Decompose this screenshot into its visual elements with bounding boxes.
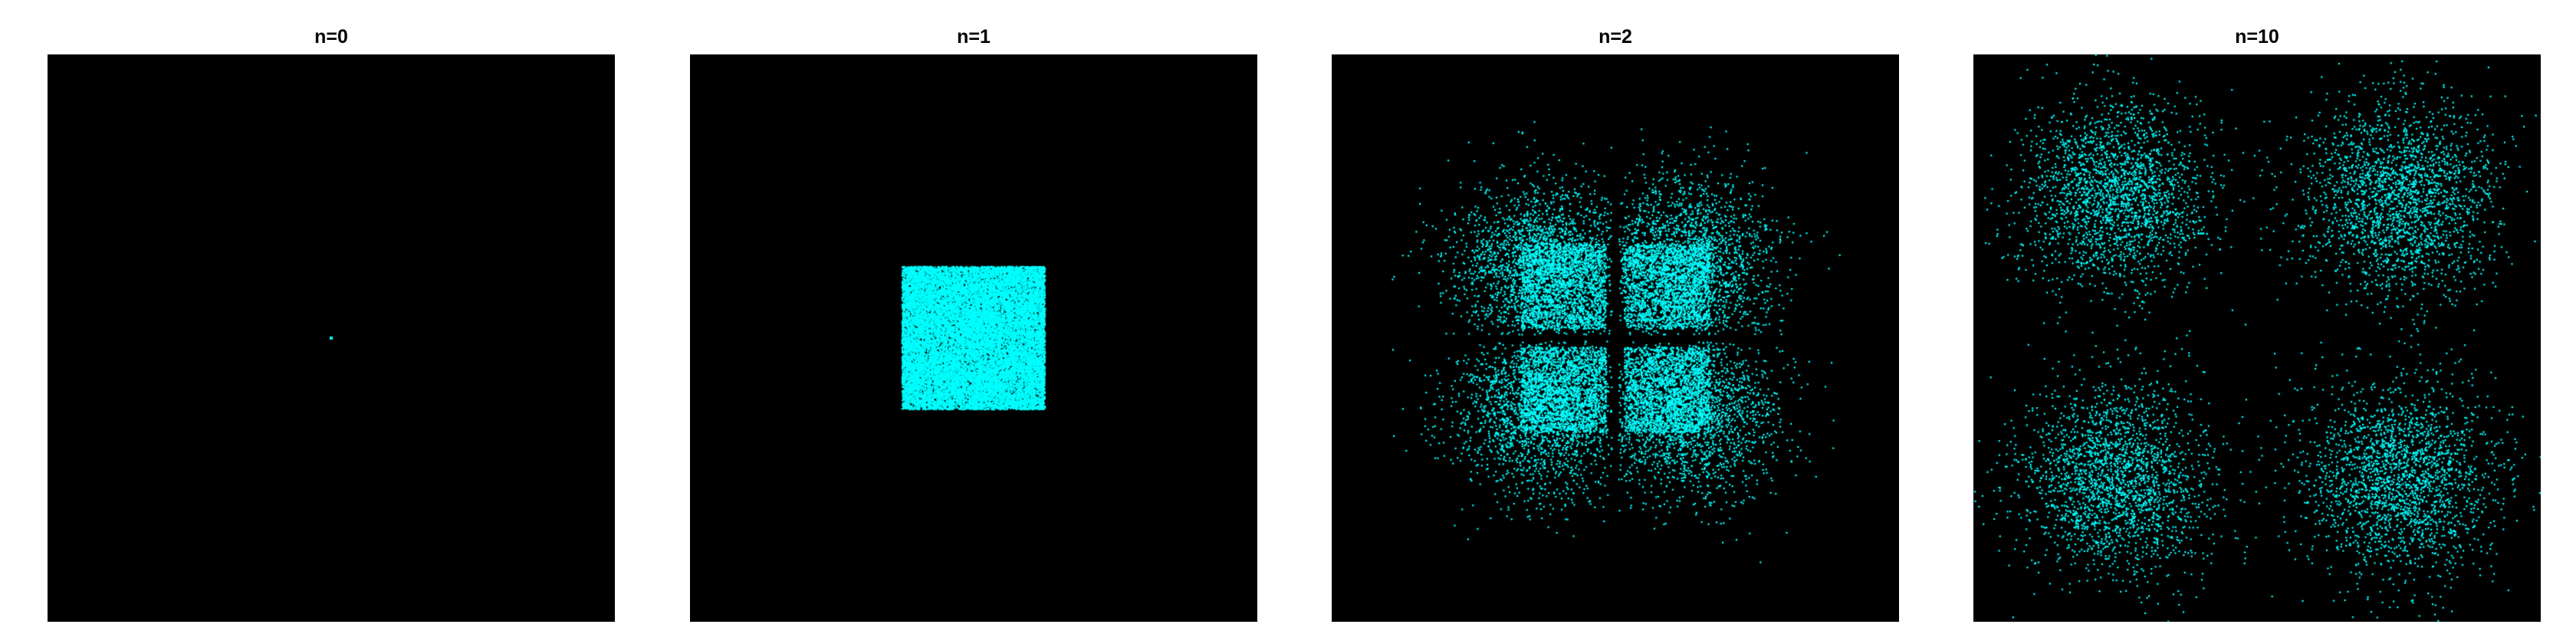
panel-title: n=1 — [957, 26, 991, 48]
panel-title: n=10 — [2235, 26, 2279, 48]
plot-area — [1973, 54, 2541, 622]
plot-area — [48, 54, 615, 622]
panel-title: n=2 — [1598, 26, 1632, 48]
panel-n10: n=10 — [1973, 0, 2541, 644]
panel-n2: n=2 — [1332, 0, 1899, 644]
scatter-canvas — [1332, 54, 1899, 622]
scatter-canvas — [690, 54, 1257, 622]
scatter-canvas — [1973, 54, 2541, 622]
scatter-canvas — [48, 54, 615, 622]
panel-title: n=0 — [314, 26, 348, 48]
panel-n1: n=1 — [690, 0, 1257, 644]
plot-area — [1332, 54, 1899, 622]
plot-area — [690, 54, 1257, 622]
panel-n0: n=0 — [48, 0, 615, 644]
